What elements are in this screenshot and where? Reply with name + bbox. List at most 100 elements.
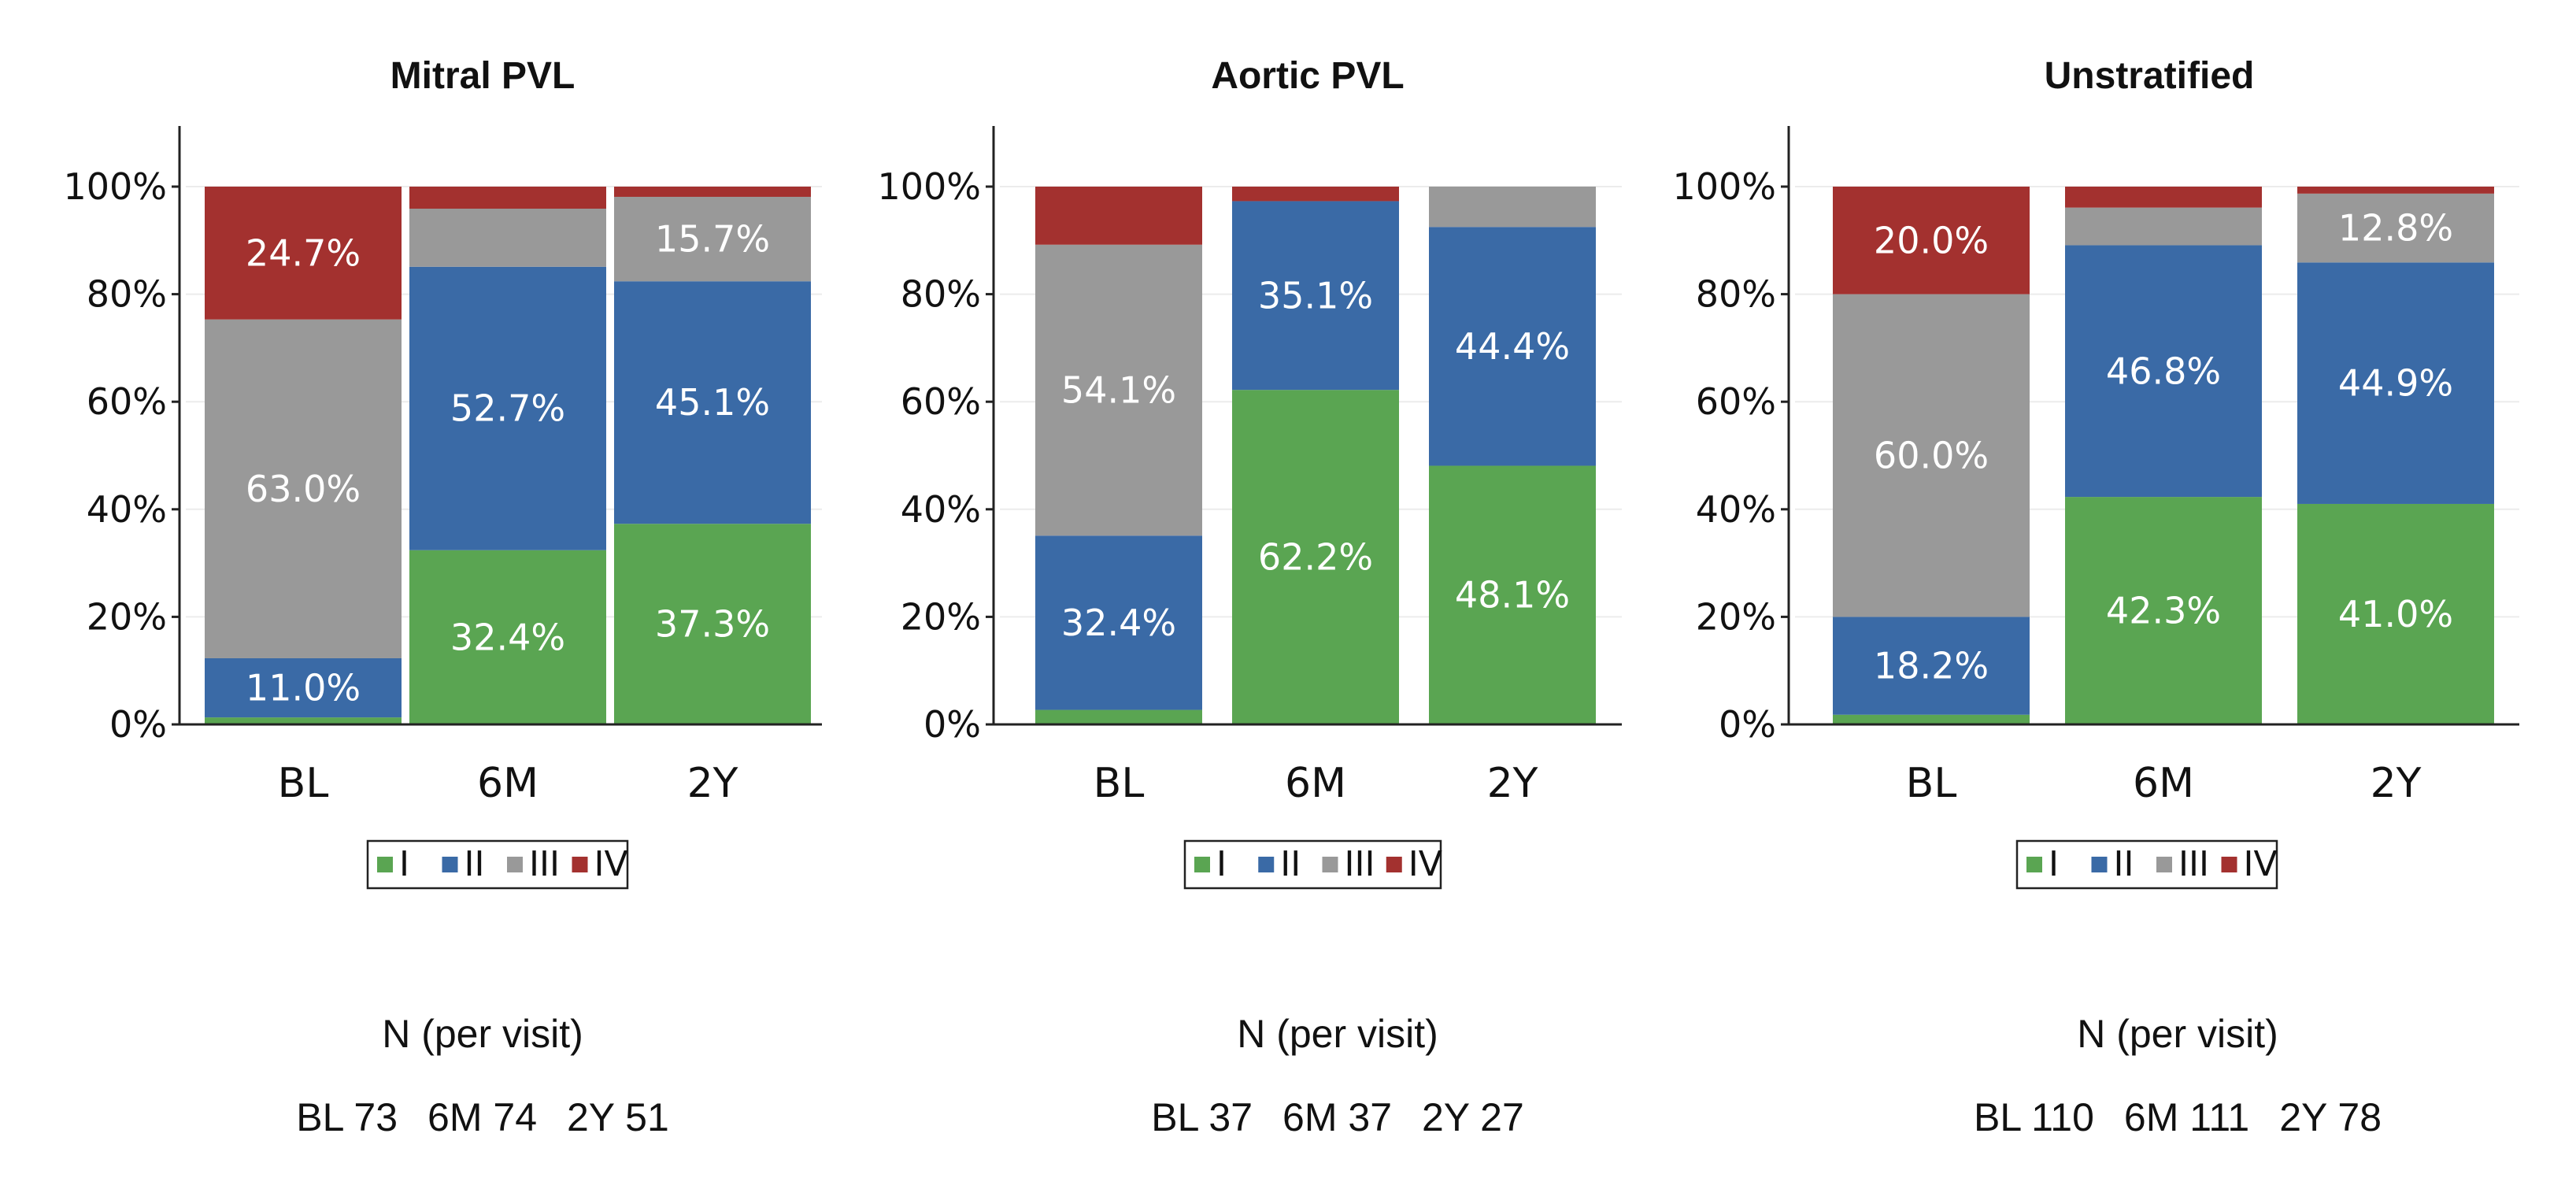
panel2-bar-2Y-III bbox=[1429, 187, 1596, 228]
panel1-x-tick-label: 2Y bbox=[687, 760, 738, 807]
panel1-y-tick-label: 20% bbox=[87, 595, 167, 638]
panel1-legend-swatch-III bbox=[507, 857, 523, 872]
panel2-legend-label-IV: IV bbox=[1408, 844, 1442, 884]
panel3-legend-swatch-IV bbox=[2221, 857, 2237, 872]
panel3-bar-2Y-IV bbox=[2297, 187, 2494, 194]
panel1-legend-label-III: III bbox=[529, 844, 560, 884]
panel1-chart: Mitral PVL 11.0% 63.0% 24.7% 32.4% 52.7% 37.3%… bbox=[63, 55, 822, 1139]
panel1-y-tick-label: 60% bbox=[87, 380, 167, 423]
panel2-legend-swatch-IV bbox=[1386, 857, 1402, 872]
panel3-bar-BL-I bbox=[1833, 714, 2030, 724]
panel1-title: Mitral PVL bbox=[390, 55, 576, 97]
panel3-n-counts: BL 110 6M 111 2Y 78 bbox=[1974, 1095, 2382, 1139]
panel2-chart: Aortic PVL 32.4% 54.1% 62.2% 35.1% 48.1% 44.4%… bbox=[877, 55, 1622, 1139]
panel1-legend-label-IV: IV bbox=[594, 844, 628, 884]
panel1-data-label: 11.0% bbox=[246, 667, 361, 709]
panel2-x-tick-label: 6M bbox=[1285, 760, 1346, 807]
panel1-data-label: 45.1% bbox=[655, 381, 770, 424]
panel2-bar-6M-I bbox=[1232, 390, 1399, 724]
panel1-data-label: 52.7% bbox=[450, 387, 565, 430]
panel3-bar-2Y-III bbox=[2297, 193, 2494, 263]
panel1-legend-label-II: II bbox=[464, 844, 485, 884]
panel3-bar-6M-III bbox=[2065, 207, 2262, 246]
panel2-y-tick-label: 80% bbox=[901, 273, 981, 316]
panel3-data-label: 60.0% bbox=[1874, 435, 1989, 477]
panel2-y-tick-label: 40% bbox=[901, 488, 981, 531]
panel3-legend-swatch-III bbox=[2156, 857, 2172, 872]
panel1-n-count: BL 73 bbox=[296, 1095, 398, 1139]
panel3-y-tick-label: 0% bbox=[1719, 703, 1776, 746]
panel2-bar-6M-II bbox=[1232, 201, 1399, 391]
panel3-bar-6M-II bbox=[2065, 245, 2262, 498]
panel3-legend-label-IV: IV bbox=[2244, 844, 2278, 884]
panel3-bar-6M-I bbox=[2065, 497, 2262, 724]
panel1-bar-6M-III bbox=[409, 209, 606, 267]
panel3-n-count: 2Y 78 bbox=[2279, 1095, 2382, 1139]
panel3-y-tick-label: 80% bbox=[1696, 273, 1776, 316]
panel2-y-tick-label: 60% bbox=[901, 380, 981, 423]
panel2-x-tick-label: 2Y bbox=[1487, 760, 1538, 807]
panel3-data-label: 20.0% bbox=[1874, 219, 1989, 261]
panel1-data-label: 15.7% bbox=[655, 218, 770, 261]
panel2-bar-BL-III bbox=[1035, 244, 1202, 536]
panel3-legend-swatch-I bbox=[2026, 857, 2042, 872]
panel1-y-tick-label: 100% bbox=[63, 165, 167, 208]
panel1-data-label: 63.0% bbox=[246, 468, 361, 510]
panel2-bar-2Y-II bbox=[1429, 227, 1596, 466]
panel3-data-label: 42.3% bbox=[2106, 590, 2221, 632]
panel2-n-count: 2Y 27 bbox=[1422, 1095, 1524, 1139]
panel2-n-counts: BL 37 6M 37 2Y 27 bbox=[1151, 1095, 1524, 1139]
panel3-legend: I II III IV bbox=[2015, 839, 2278, 890]
panel3-bar-6M-IV bbox=[2065, 187, 2262, 208]
panel1-n-count: 6M 74 bbox=[427, 1095, 537, 1139]
panel1-data-label: 24.7% bbox=[246, 231, 361, 274]
panel1-bar-6M-I bbox=[409, 550, 606, 724]
panel3-chart: Unstratified 18.2% 60.0% 20.0% 42.3% 46.8% 41.… bbox=[1672, 55, 2519, 1139]
panel3-data-label: 44.9% bbox=[2338, 362, 2453, 405]
panel3-bar-2Y-I bbox=[2297, 503, 2494, 724]
panel1-legend-swatch-II bbox=[442, 857, 458, 872]
panel2-bar-BL-II bbox=[1035, 535, 1202, 710]
panel3-bar-BL-II bbox=[1833, 617, 2030, 715]
panel1-y-tick-label: 40% bbox=[87, 488, 167, 531]
panel3-y-tick-label: 100% bbox=[1672, 165, 1776, 208]
panel1-legend-swatch-IV bbox=[572, 857, 588, 872]
panel3-data-label: 41.0% bbox=[2338, 593, 2453, 635]
panel3-y-tick-label: 60% bbox=[1696, 380, 1776, 423]
panel3-legend-label-II: II bbox=[2114, 844, 2134, 884]
panel2-bar-BL-I bbox=[1035, 709, 1202, 724]
panel2-title: Aortic PVL bbox=[1211, 55, 1404, 97]
panel2-bar-2Y-I bbox=[1429, 465, 1596, 724]
panel2-bar-6M-IV bbox=[1232, 187, 1399, 202]
panel3-bar-2Y-II bbox=[2297, 262, 2494, 504]
panel2-data-label: 62.2% bbox=[1258, 536, 1373, 579]
panel1-bar-2Y-I bbox=[614, 524, 811, 724]
panel2-legend-swatch-II bbox=[1258, 857, 1275, 872]
panel2-n-header: N (per visit) bbox=[1237, 1012, 1438, 1056]
panel1-bar-6M-II bbox=[409, 266, 606, 550]
panel3-x-tick-label: BL bbox=[1906, 760, 1957, 807]
panel2-legend: I II III IV bbox=[1183, 839, 1442, 890]
panel1-bar-2Y-IV bbox=[614, 187, 811, 197]
panel1-legend-label-I: I bbox=[399, 844, 409, 884]
panel1-n-counts: BL 73 6M 74 2Y 51 bbox=[296, 1095, 669, 1139]
panel2-bar-BL-IV bbox=[1035, 187, 1202, 245]
panel1-data-label: 37.3% bbox=[655, 603, 770, 646]
panel2-n-count: BL 37 bbox=[1151, 1095, 1253, 1139]
panel1-bar-6M-IV bbox=[409, 187, 606, 209]
panel3-legend-swatch-II bbox=[2091, 857, 2108, 872]
panel2-y-tick-label: 20% bbox=[901, 595, 981, 638]
panel1-bar-BL-IV bbox=[205, 187, 402, 320]
panel3-x-tick-label: 2Y bbox=[2371, 760, 2422, 807]
panel3-data-label: 12.8% bbox=[2338, 207, 2453, 250]
panel2-data-label: 44.4% bbox=[1455, 325, 1570, 368]
panel2-legend-label-III: III bbox=[1345, 844, 1375, 884]
panel1-y-tick-label: 0% bbox=[109, 703, 167, 746]
panel1-n-header: N (per visit) bbox=[382, 1012, 583, 1056]
panel2-y-tick-label: 0% bbox=[923, 703, 981, 746]
panel2-legend-label-I: I bbox=[1216, 844, 1227, 884]
panel3-data-label: 18.2% bbox=[1874, 645, 1989, 687]
panel3-x-tick-label: 6M bbox=[2133, 760, 2194, 807]
panel1-x-tick-label: 6M bbox=[477, 760, 539, 807]
